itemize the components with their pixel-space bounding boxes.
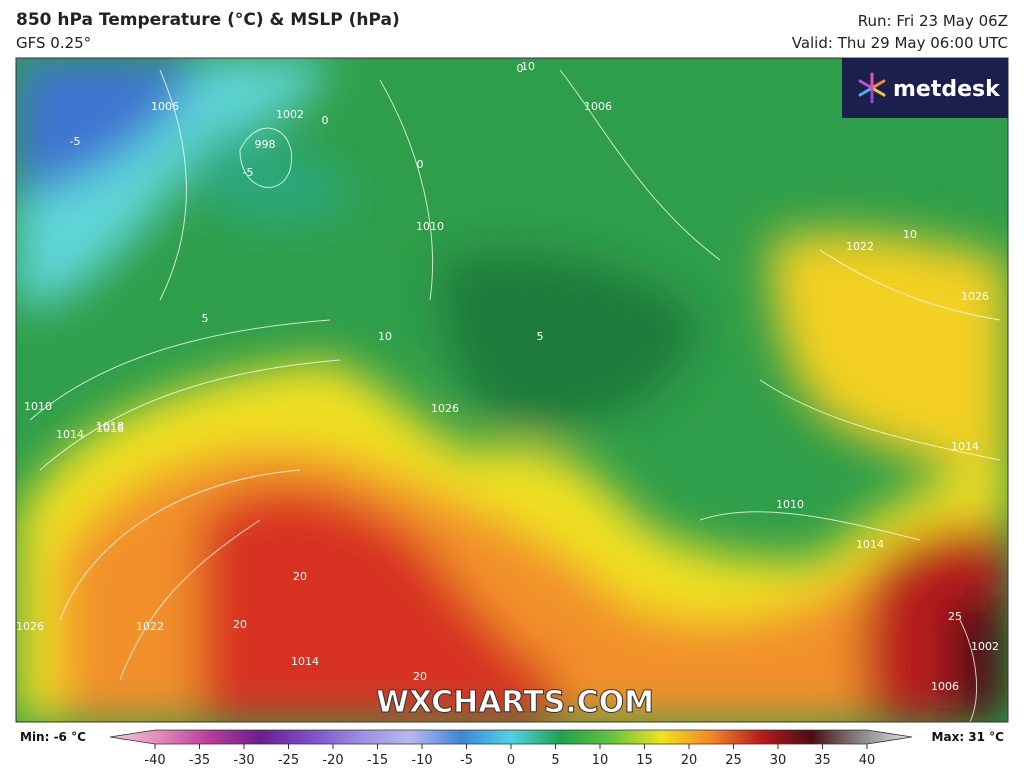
contour-label: 5	[202, 312, 209, 325]
contour-label: 0	[517, 62, 524, 75]
contour-label: 25	[948, 610, 962, 623]
color-bar-label: 25	[725, 753, 742, 768]
contour-label: 20	[413, 670, 427, 683]
color-bar-label: 35	[814, 753, 831, 768]
color-bar-label: -40	[144, 753, 165, 768]
color-bar-label: -30	[233, 753, 254, 768]
color-bar-label: 30	[770, 753, 787, 768]
color-bar-label: 0	[507, 753, 515, 768]
contour-label: 0	[322, 114, 329, 127]
color-bar-label: 15	[636, 753, 653, 768]
contour-label: 1026	[961, 290, 989, 303]
contour-label: 1014	[56, 428, 84, 441]
legend-max: Max: 31 °C	[932, 730, 1005, 744]
logo: metdesk	[842, 58, 1008, 118]
temperature-field	[16, 58, 1008, 722]
contour-label: 1010	[416, 220, 444, 233]
color-bar-label: 5	[551, 753, 559, 768]
contour-label: 1002	[971, 640, 999, 653]
run-time: Run: Fri 23 May 06Z	[857, 12, 1008, 30]
contour-label: 5	[537, 330, 544, 343]
contour-label: 0	[417, 158, 424, 171]
color-bar-label: 40	[859, 753, 876, 768]
color-bar-label: -5	[460, 753, 473, 768]
contour-label: 1026	[16, 620, 44, 633]
contour-label: 1006	[931, 680, 959, 693]
color-bar-label: -25	[278, 753, 299, 768]
valid-time: Valid: Thu 29 May 06:00 UTC	[791, 34, 1008, 52]
contour-label: 1022	[846, 240, 874, 253]
contour-label: -5	[70, 135, 81, 148]
contour-label: 10	[521, 60, 535, 73]
contour-label: 1010	[24, 400, 52, 413]
contour-label: 998	[255, 138, 276, 151]
color-bar-label: -10	[411, 753, 432, 768]
contour-label: 1006	[151, 100, 179, 113]
contour-label: 1022	[136, 620, 164, 633]
color-bar-label: 20	[681, 753, 698, 768]
contour-label: 10	[903, 228, 917, 241]
logo-text: metdesk	[893, 77, 1001, 102]
contour-label: 1026	[431, 402, 459, 415]
contour-label: 1018	[96, 422, 124, 435]
contour-label: 1018	[96, 420, 124, 433]
contour-label: 10	[378, 330, 392, 343]
color-bar-label: 10	[592, 753, 609, 768]
watermark: WXCHARTS.COM	[376, 685, 654, 720]
legend-min: Min: -6 °C	[20, 730, 86, 744]
color-bar-label: -20	[322, 753, 343, 768]
contour-label: 1006	[584, 100, 612, 113]
contour-label: 1010	[776, 498, 804, 511]
contour-label: -5	[243, 166, 254, 179]
contour-label: 20	[293, 570, 307, 583]
chart-title: 850 hPa Temperature (°C) & MSLP (hPa)	[16, 10, 400, 30]
model-name: GFS 0.25°	[16, 34, 92, 52]
contour-label: 1002	[276, 108, 304, 121]
color-bar-label: -15	[367, 753, 388, 768]
contour-label: 1014	[291, 655, 319, 668]
color-bar-label: -35	[189, 753, 210, 768]
color-bar	[109, 729, 913, 745]
contour-label: 1014	[951, 440, 979, 453]
contour-label: 1014	[856, 538, 884, 551]
contour-label: 20	[233, 618, 247, 631]
